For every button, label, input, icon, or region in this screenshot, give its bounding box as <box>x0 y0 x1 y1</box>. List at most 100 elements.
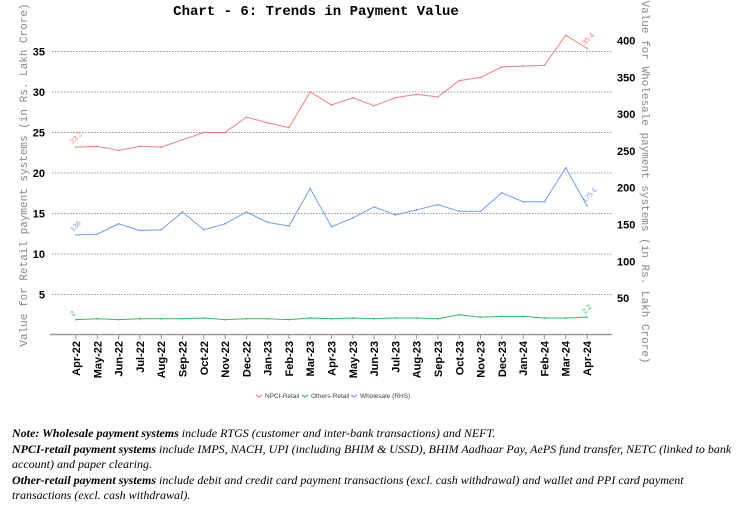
npci-retail-line <box>75 34 588 151</box>
npci-retail-point <box>117 149 120 152</box>
right-tick-label: 400 <box>617 35 635 47</box>
left-tick-label: 15 <box>33 209 45 221</box>
npci-retail-point <box>202 131 205 134</box>
others-retail-point <box>437 317 439 320</box>
x-tick-label: Jan-23 <box>263 341 275 376</box>
x-tick-label: Jun-22 <box>114 341 126 376</box>
left-tick-label: 5 <box>39 290 45 302</box>
wholesale-rhs-point <box>266 221 269 224</box>
left-tick-label: 25 <box>33 128 45 140</box>
npci-retail-point <box>394 96 397 99</box>
right-tick-label: 350 <box>617 72 635 84</box>
wholesale-rhs-legend-label: Wholesale (RHS) <box>360 393 410 400</box>
others-retail-point <box>75 318 77 321</box>
right-axis-title: Value for Wholesale payment systems (in … <box>638 0 650 363</box>
x-tick-label: Oct-22 <box>199 341 211 375</box>
npci-retail-point <box>373 104 375 107</box>
note-npci-retail: NPCI-retail payment systems include IMPS… <box>12 441 732 472</box>
gridlines <box>52 51 612 295</box>
npci-retail-point <box>522 65 525 67</box>
x-tick-label: Nov-22 <box>220 341 232 378</box>
others-retail-point <box>96 317 99 320</box>
npci-retail-point <box>181 138 184 141</box>
wholesale-rhs-point <box>309 187 312 190</box>
npci-retail-point <box>351 96 354 99</box>
left-tick-label: 30 <box>33 87 45 99</box>
npci-retail-point <box>479 76 482 79</box>
x-tick-label: Feb-24 <box>539 340 551 376</box>
right-tick-label: 150 <box>617 220 635 232</box>
payment-value-chart: Chart - 6: Trends in Payment Value Value… <box>19 0 650 400</box>
others-retail-legend-swatch <box>301 394 309 398</box>
npci-retail-legend-swatch <box>255 394 263 398</box>
x-tick-label: Aug-23 <box>412 341 424 378</box>
npci-retail-point <box>330 104 333 106</box>
x-tick-label: May-22 <box>92 341 104 378</box>
wholesale-rhs-point <box>564 166 567 169</box>
others-retail-point <box>564 317 567 319</box>
others-retail-point <box>479 316 482 319</box>
wholesale-rhs-point <box>138 229 141 232</box>
x-tick-label: Apr-23 <box>327 341 339 376</box>
x-tick-label: Aug-22 <box>156 341 168 378</box>
npci-retail-point <box>415 93 418 96</box>
wholesale-rhs-point <box>543 200 546 203</box>
others-retail-point <box>500 315 503 318</box>
npci-retail-point <box>309 91 312 93</box>
npci-retail-legend-label: NPCI-Retail <box>265 393 300 400</box>
left-tick-label: 10 <box>33 249 45 261</box>
others-retail-last-label: 2.2 <box>581 304 593 316</box>
npci-retail-point <box>75 146 77 148</box>
others-retail-point <box>330 317 333 320</box>
npci-retail-point <box>437 95 439 98</box>
others-retail-point <box>586 316 588 319</box>
others-retail-point <box>224 318 226 321</box>
npci-retail-point <box>160 146 163 148</box>
x-tick-label: Feb-23 <box>284 341 296 376</box>
right-axis-ticks: 50 100 150 200 250 300 350 400 <box>617 35 635 305</box>
right-tick-label: 50 <box>617 293 629 305</box>
wholesale-rhs-point <box>245 211 248 213</box>
others-retail-point <box>138 317 141 320</box>
x-tick-label: Jul-22 <box>135 341 147 373</box>
x-tick-label: Apr-24 <box>582 340 594 376</box>
left-tick-label: 35 <box>33 47 45 59</box>
wholesale-rhs-point <box>96 233 99 236</box>
x-tick-label: Dec-23 <box>497 341 509 377</box>
others-retail-point <box>288 318 290 321</box>
wholesale-rhs-point <box>160 228 163 231</box>
x-tick-label: Jul-23 <box>390 341 402 373</box>
note-wholesale: Note: Wholesale payment systems include … <box>12 426 496 440</box>
x-tick-label: Mar-24 <box>561 340 573 376</box>
others-retail-point <box>522 315 525 318</box>
wholesale-rhs-point <box>500 191 503 194</box>
wholesale-rhs-point <box>202 228 205 231</box>
others-retail-first-label: 2 <box>69 310 77 318</box>
wholesale-rhs-point <box>437 203 439 206</box>
legend: NPCI-Retail Others-Retail Wholesale (RHS) <box>255 393 410 400</box>
wholesale-rhs-legend-swatch <box>350 394 358 398</box>
x-tick-label: Jan-24 <box>518 340 530 376</box>
wholesale-rhs-point <box>181 211 184 213</box>
chart-title: Chart - 6: Trends in Payment Value <box>173 4 459 20</box>
chart-notes: Note: Wholesale payment systems include … <box>12 426 734 504</box>
x-tick-label: Nov-23 <box>476 341 488 378</box>
wholesale-rhs-last-label: 175.6 <box>581 187 598 204</box>
right-tick-label: 300 <box>617 109 635 121</box>
wholesale-rhs-point <box>479 210 482 213</box>
npci-retail-point <box>224 131 226 134</box>
npci-retail-point <box>586 47 588 50</box>
x-axis-ticks: Apr-22 May-22 Jun-22 Jul-22 Aug-22 Sep-22 Oct-… <box>71 335 594 378</box>
wholesale-rhs-point <box>586 204 588 207</box>
npci-retail-point <box>288 126 290 129</box>
wholesale-rhs-point <box>351 217 354 219</box>
others-retail-point <box>160 317 163 320</box>
others-retail-point <box>117 318 120 321</box>
x-tick-label: Mar-23 <box>305 341 317 376</box>
note-other-retail: Other-retail payment systems include deb… <box>12 472 684 503</box>
x-tick-label: Sep-22 <box>177 341 189 377</box>
left-axis-title: Value for Retail payment systems (in Rs.… <box>19 3 31 346</box>
npci-retail-point <box>138 145 141 148</box>
x-tick-label: Sep-23 <box>433 341 445 377</box>
others-retail-point <box>458 313 461 316</box>
